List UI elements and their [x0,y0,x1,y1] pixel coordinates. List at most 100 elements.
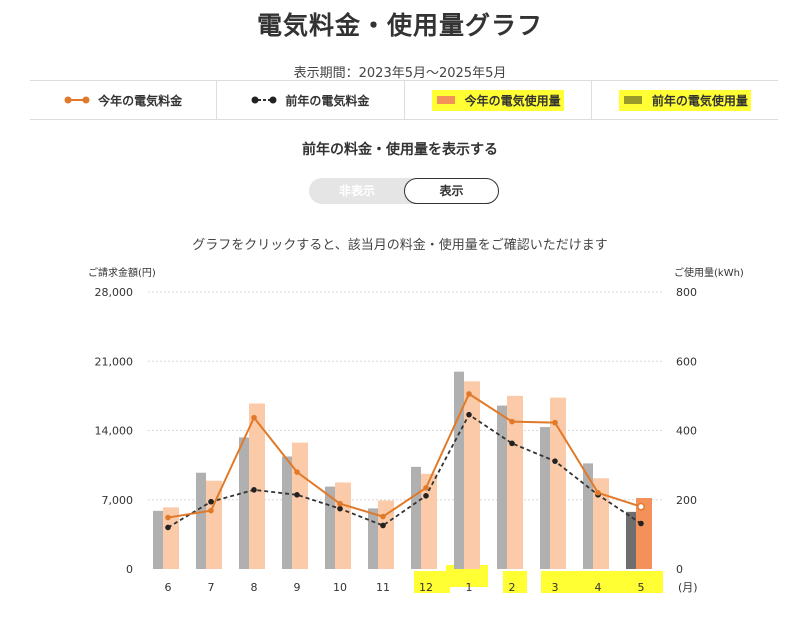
legend-previous-usage[interactable]: 前年の電気使用量 [592,81,778,119]
previous-fee-point [294,492,300,498]
current-fee-point [509,418,515,425]
month-ticks: 6 7 8 9 10 11 12 1 2 3 4 5 [165,581,645,594]
current-usage-bar [507,395,523,569]
chart-legend: 今年の電気料金 前年の電気料金 今年の電気使用量 前年の電気使用量 [30,80,778,120]
left-tick-label: 21,000 [95,355,134,368]
display-period: 表示期間：2023年5月〜2025年5月 [293,66,507,81]
month-tick-label: 2 [509,581,516,594]
previous-usage-bar [282,456,292,569]
month-tick-label: 11 [376,581,390,594]
legend-current-usage[interactable]: 今年の電気使用量 [405,81,592,119]
previous-fee-point [337,505,343,512]
fee-usage-chart[interactable]: ご請求金額(円) ご使用量(kWh) 0 7,000 14,000 21,000 28,… [0,262,800,622]
current-fee-point [423,485,429,491]
right-axis-label: ご使用量(kWh) [674,266,744,279]
page-title: 電気料金・使用量グラフ [256,11,543,40]
previous-usage-bar [583,463,593,569]
current-usage-bar [335,482,351,569]
current-fee-line [167,392,642,519]
month-tick-label: 10 [333,581,347,594]
chart-grid [148,291,664,501]
previous-fee-point [165,524,171,531]
right-tick-label: 600 [676,355,697,368]
legend-previous-fee[interactable]: 前年の電気料金 [217,81,405,119]
toggle-show-option[interactable]: 表示 [404,178,499,204]
current-usage-bar [292,442,308,569]
right-tick-label: 400 [676,425,697,438]
x-axis-unit: (月) [678,581,698,594]
current-fee-point [165,514,171,521]
previous-usage-bar [497,405,507,569]
previous-year-toggle[interactable]: 非表示 表示 [309,178,501,206]
month-highlights [414,565,663,593]
highlight-mark [446,565,488,587]
previous-usage-bar [411,466,421,569]
current-usage-bar [593,478,609,569]
usage-bars [153,371,652,569]
legend-label: 今年の電気使用量 [464,93,561,108]
legend-label: 今年の電気料金 [98,93,183,108]
previous-fee-point [509,440,515,447]
current-fee-point [552,419,558,426]
highlight-mark [559,571,663,593]
current-usage-bar [464,381,480,569]
previous-fee-point [423,492,429,499]
current-fee-point [337,500,343,507]
toggle-hide-option[interactable]: 非表示 [338,184,375,198]
right-axis-ticks: 0 200 400 600 800 [676,286,697,576]
current-fee-point [294,469,300,475]
chart-instruction: グラフをクリックすると、該当月の料金・使用量をご確認いただけます [192,238,608,253]
highlight-mark [414,571,450,593]
previous-usage-bar [540,427,550,569]
month-tick-label: 3 [552,581,559,594]
current-fee-point [595,490,601,496]
previous-usage-bar [239,437,249,569]
previous-usage-bar [454,371,464,569]
right-tick-label: 800 [676,286,697,299]
right-tick-label: 0 [676,563,683,576]
previous-usage-bar [325,486,335,569]
current-usage-bar [249,403,265,569]
left-tick-label: 28,000 [95,286,134,299]
toggle-heading: 前年の料金・使用量を表示する [302,142,498,158]
orange-line-dot-icon [64,96,90,104]
month-tick-label: 8 [251,581,258,594]
previous-fee-point [380,522,386,529]
month-tick-label: 4 [595,581,602,594]
right-tick-label: 200 [676,494,697,507]
current-usage-bar [636,498,652,569]
previous-fee-line [167,413,642,529]
left-axis-ticks: 0 7,000 14,000 21,000 28,000 [95,286,134,576]
current-usage-bar [550,397,566,569]
orange-bar-icon [436,96,455,104]
month-tick-label: 7 [208,581,215,594]
month-tick-label: 1 [466,581,473,594]
left-axis-label: ご請求金額(円) [88,266,156,279]
current-fee-point [466,391,472,397]
left-tick-label: 0 [126,563,133,576]
legend-label: 前年の電気料金 [285,93,370,108]
month-tick-label: 12 [419,581,433,594]
fee-lines [165,391,645,531]
previous-fee-point [466,411,472,418]
legend-label: 前年の電気使用量 [651,93,748,108]
left-tick-label: 14,000 [95,425,134,438]
current-fee-point [380,513,386,520]
month-tick-label: 5 [638,581,645,594]
black-dashed-line-dot-icon [251,96,277,104]
current-fee-point [208,507,214,514]
previous-fee-point [251,487,257,493]
previous-fee-point [552,458,558,464]
highlight-mark [503,571,527,593]
previous-usage-bar [626,511,636,569]
previous-usage-bar [368,508,378,569]
month-tick-label: 6 [165,581,172,594]
olive-bar-icon [623,96,642,104]
month-tick-label: 9 [294,581,301,594]
previous-usage-bar [153,510,163,569]
previous-fee-point [638,520,644,527]
highlight-mark [541,571,561,593]
current-fee-point [637,502,645,511]
current-fee-point [251,414,257,421]
legend-current-fee[interactable]: 今年の電気料金 [30,81,218,119]
